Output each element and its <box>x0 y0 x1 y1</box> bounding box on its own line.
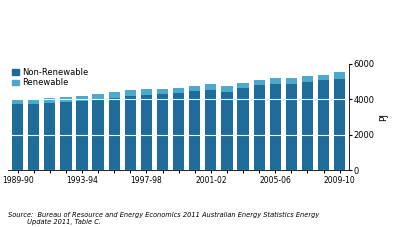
Bar <box>237 83 249 88</box>
Text: Source:  Bureau of Resource and Energy Economics 2011 Australian Energy Statisti: Source: Bureau of Resource and Energy Ec… <box>8 212 319 225</box>
Bar <box>93 99 104 170</box>
Bar <box>318 75 329 80</box>
Bar <box>302 76 313 82</box>
Bar <box>141 89 152 94</box>
Y-axis label: PJ: PJ <box>379 113 388 121</box>
Bar <box>334 79 345 170</box>
Bar <box>222 92 233 170</box>
Bar <box>302 82 313 170</box>
Bar <box>157 94 168 170</box>
Bar <box>76 101 88 170</box>
Bar <box>109 98 120 170</box>
Bar <box>125 90 136 96</box>
Bar <box>60 97 71 102</box>
Bar <box>109 92 120 98</box>
Bar <box>270 78 281 84</box>
Bar <box>286 78 297 84</box>
Bar <box>254 85 265 170</box>
Legend: Non-Renewable, Renewable: Non-Renewable, Renewable <box>12 68 89 87</box>
Bar <box>318 80 329 170</box>
Bar <box>270 84 281 170</box>
Bar <box>157 89 168 94</box>
Bar <box>205 90 216 170</box>
Bar <box>205 84 216 90</box>
Bar <box>28 104 39 170</box>
Bar <box>173 93 184 170</box>
Bar <box>12 99 23 104</box>
Bar <box>237 88 249 170</box>
Bar <box>60 102 71 170</box>
Bar <box>173 88 184 93</box>
Bar <box>254 80 265 85</box>
Bar <box>222 86 233 92</box>
Bar <box>141 94 152 170</box>
Bar <box>189 91 200 170</box>
Bar <box>44 103 56 170</box>
Bar <box>189 86 200 91</box>
Bar <box>334 72 345 79</box>
Bar <box>44 98 56 103</box>
Bar <box>93 94 104 99</box>
Bar <box>286 84 297 170</box>
Bar <box>28 99 39 104</box>
Bar <box>12 104 23 170</box>
Bar <box>76 96 88 101</box>
Bar <box>125 96 136 170</box>
